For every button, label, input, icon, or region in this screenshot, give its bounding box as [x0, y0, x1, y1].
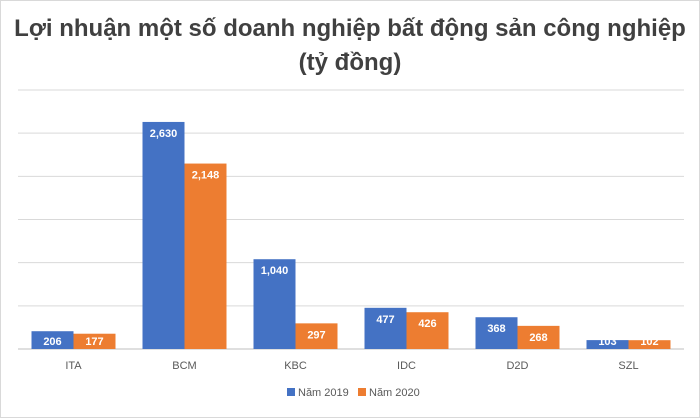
- bar-ita-2019: [31, 331, 74, 349]
- bars: [31, 121, 671, 350]
- category-label-kbc: KBC: [284, 360, 307, 372]
- gridlines: [18, 89, 684, 350]
- bar-idc-2020: [406, 312, 449, 349]
- bar-idc-2019: [364, 307, 407, 349]
- category-label-d2d: D2D: [506, 360, 528, 372]
- category-label-szl: SZL: [618, 360, 638, 372]
- bar-value-labels: 206 177 2,630 2,148 1,040 297 477 426 368 268 103 1…: [43, 128, 658, 348]
- bar-kbc-2020: [295, 323, 338, 349]
- legend-swatch-2020: [358, 388, 366, 396]
- bar-value-label: 426: [418, 318, 436, 330]
- bar-value-label: 177: [85, 336, 103, 348]
- bar-value-label: 2,148: [192, 170, 220, 182]
- bar-value-label: 368: [487, 323, 505, 335]
- bar-ita-2020: [73, 333, 116, 349]
- bar-kbc-2019: [253, 259, 296, 349]
- bar-bcm-2020: [184, 163, 227, 349]
- legend-swatch-2019: [287, 388, 295, 396]
- category-label-idc: IDC: [397, 360, 416, 372]
- bar-value-label: 206: [43, 336, 61, 348]
- bar-value-label: 2,630: [150, 128, 178, 140]
- bar-szl-2019: [586, 340, 629, 349]
- bar-d2d-2020: [517, 325, 560, 349]
- legend-label: Năm 2020: [369, 387, 420, 399]
- bar-value-label: 297: [307, 329, 325, 341]
- legend-label: Năm 2019: [298, 387, 349, 399]
- bar-value-label: 268: [529, 332, 547, 344]
- category-label-ita: ITA: [65, 360, 82, 372]
- bar-szl-2020: [628, 340, 671, 349]
- bar-d2d-2019: [475, 317, 518, 349]
- bar-value-label: 102: [640, 336, 658, 348]
- chart-title: Lợi nhuận một số doanh nghiệp bất động s…: [14, 15, 686, 76]
- bar-value-label: 477: [376, 314, 394, 326]
- bar-bcm-2019: [142, 121, 185, 350]
- category-labels: ITA BCM KBC IDC D2D SZL: [65, 360, 638, 372]
- bar-value-label: 1,040: [261, 265, 289, 277]
- legend: Năm 2019 Năm 2020: [287, 387, 420, 399]
- category-label-bcm: BCM: [172, 360, 196, 372]
- bar-value-label: 103: [598, 336, 616, 348]
